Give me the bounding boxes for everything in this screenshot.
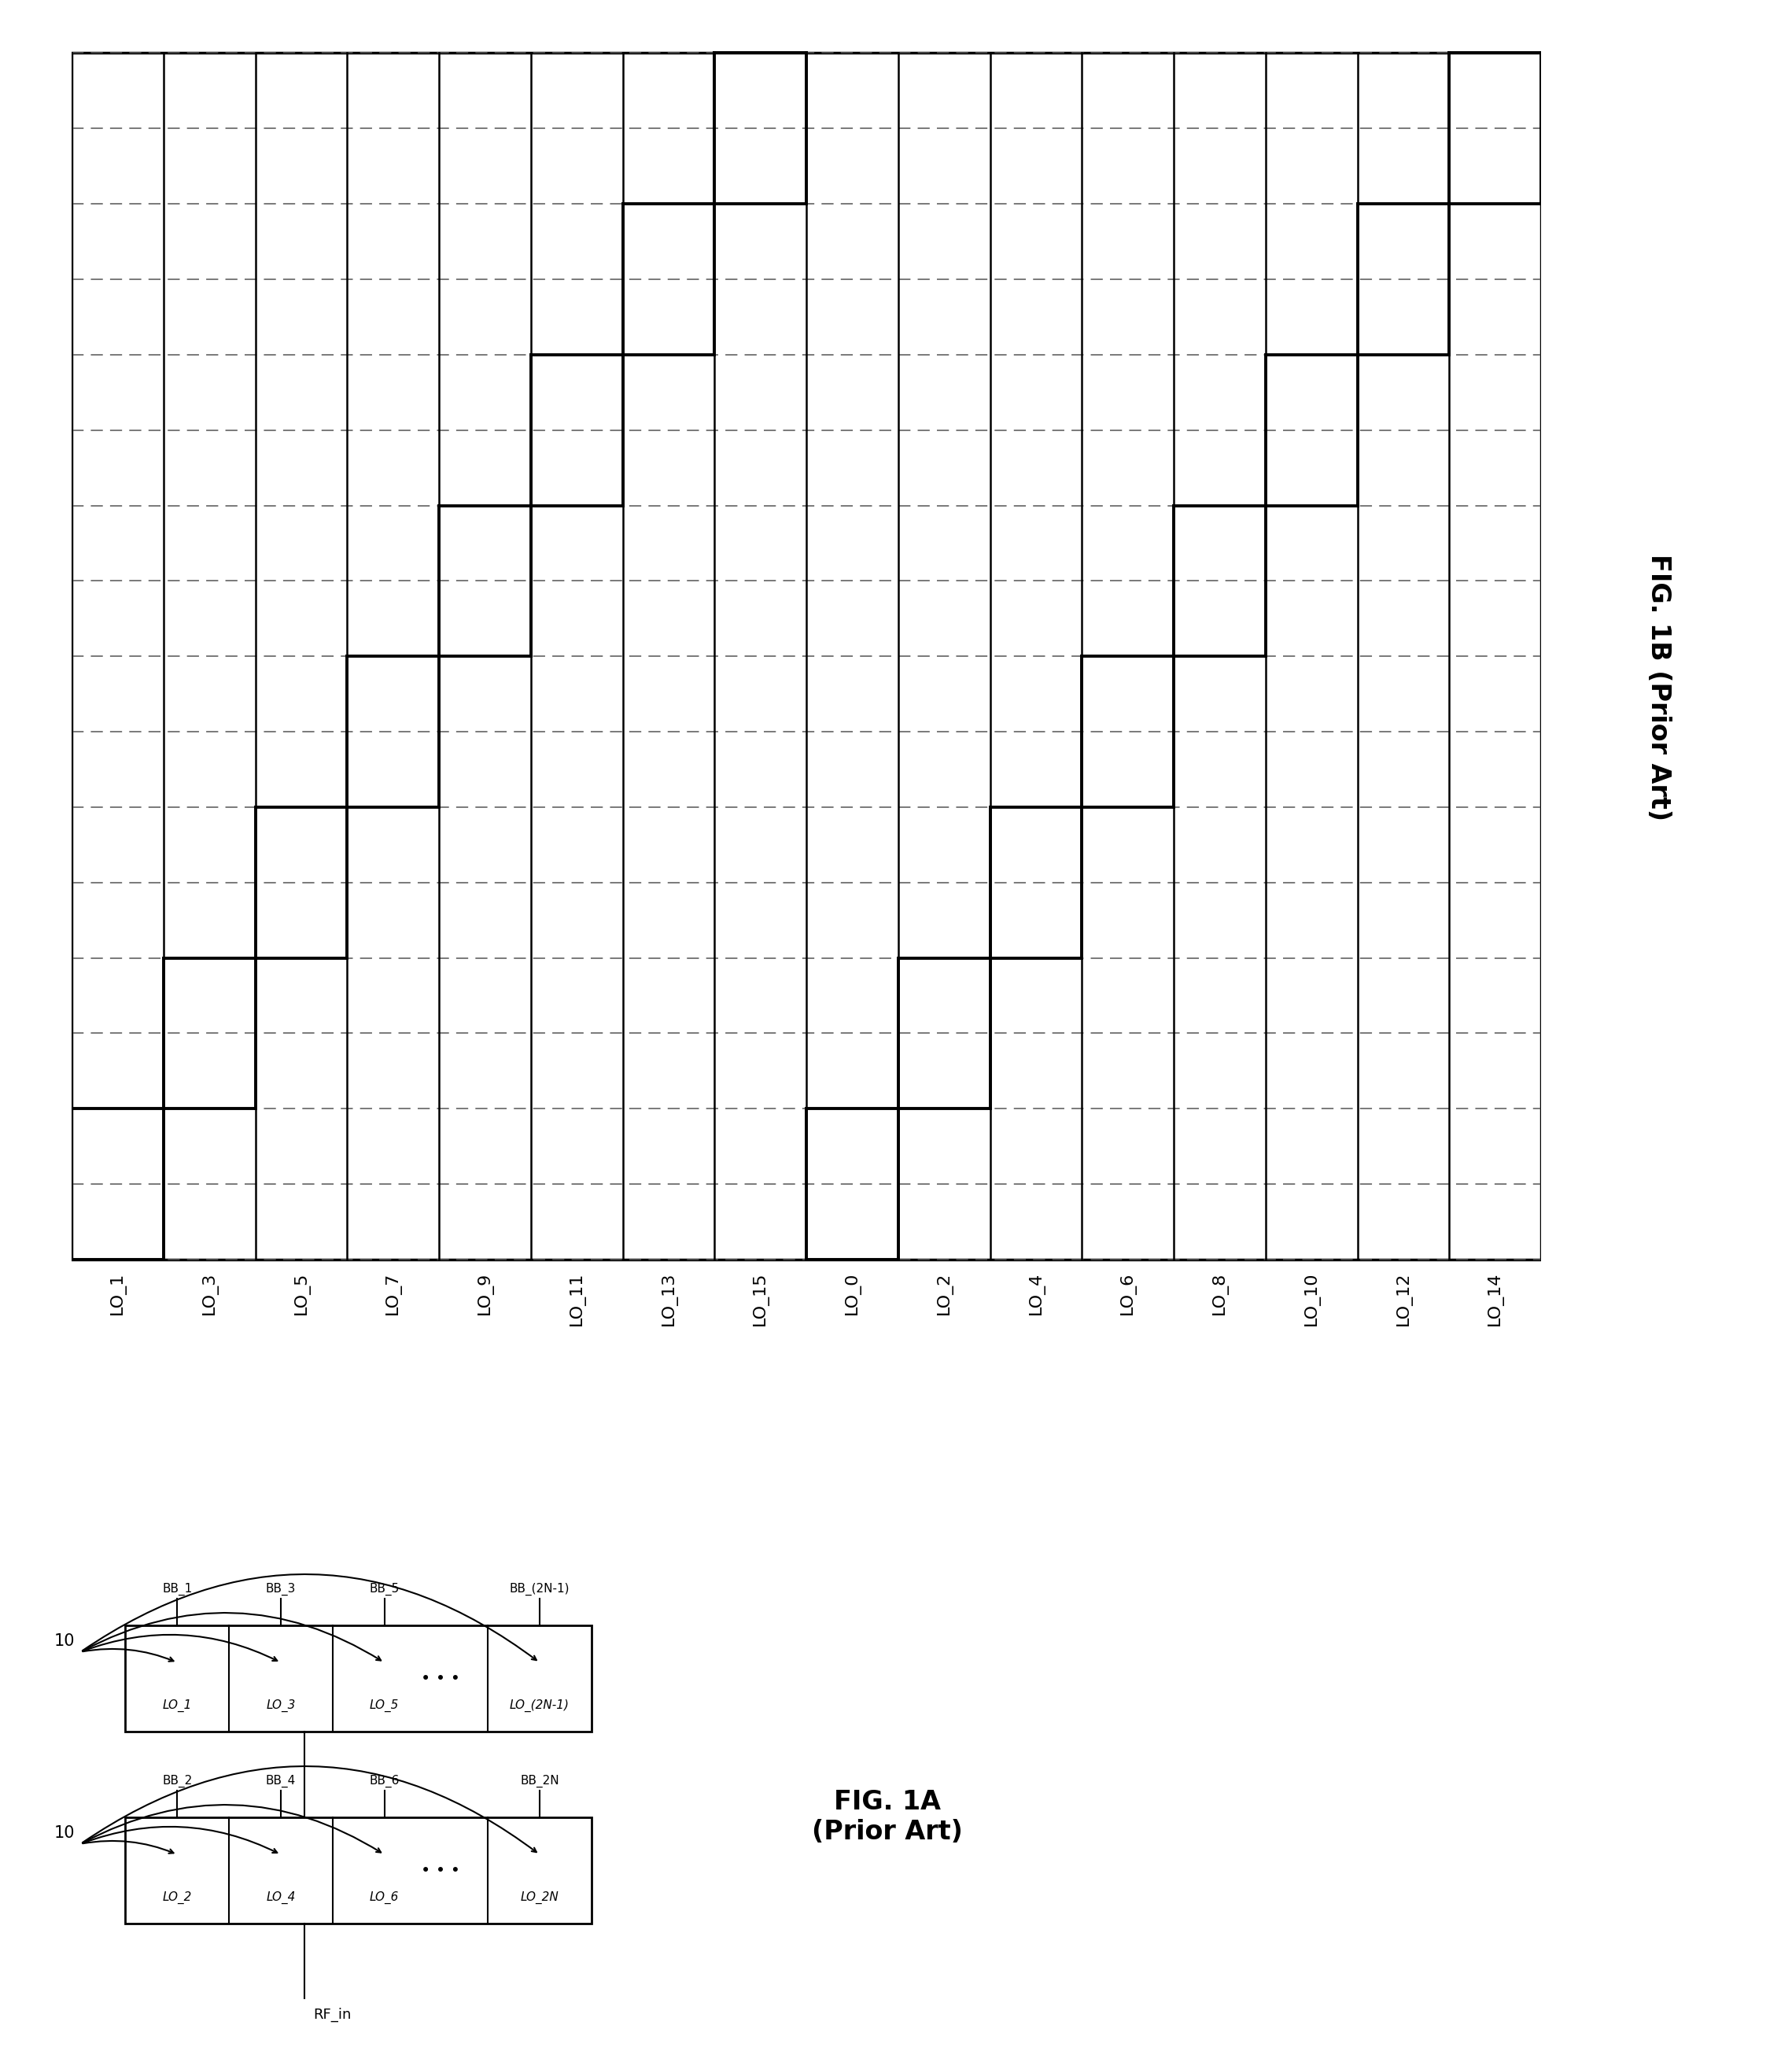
Text: LO_11: LO_11 <box>568 1272 584 1325</box>
Text: FIG. 1A
(Prior Art): FIG. 1A (Prior Art) <box>812 1788 962 1846</box>
Text: LO_2N: LO_2N <box>520 1891 559 1903</box>
Text: LO_3: LO_3 <box>265 1698 296 1713</box>
Text: LO_3: LO_3 <box>201 1272 217 1315</box>
Text: LO_8: LO_8 <box>1211 1272 1228 1315</box>
Text: LO_4: LO_4 <box>265 1891 296 1903</box>
Text: BB_5: BB_5 <box>369 1583 400 1596</box>
Text: BB_1: BB_1 <box>161 1583 192 1596</box>
Text: LO_6: LO_6 <box>1120 1272 1136 1315</box>
Text: • • •: • • • <box>421 1862 461 1879</box>
Text: LO_2: LO_2 <box>935 1272 952 1315</box>
Text: LO_2: LO_2 <box>163 1891 192 1903</box>
Bar <box>125 1817 591 1924</box>
Text: LO_0: LO_0 <box>844 1272 860 1315</box>
Text: BB_3: BB_3 <box>265 1583 296 1596</box>
Text: 10: 10 <box>54 1633 75 1649</box>
Text: LO_13: LO_13 <box>661 1272 677 1325</box>
Text: BB_2N: BB_2N <box>520 1774 559 1786</box>
Text: LO_10: LO_10 <box>1303 1272 1319 1325</box>
Text: 10: 10 <box>54 1825 75 1842</box>
Text: LO_7: LO_7 <box>385 1272 401 1315</box>
Text: • • •: • • • <box>421 1672 461 1686</box>
Text: BB_(2N-1): BB_(2N-1) <box>509 1583 570 1596</box>
Text: LO_5: LO_5 <box>369 1698 400 1713</box>
Text: LO_15: LO_15 <box>753 1272 769 1325</box>
Text: LO_14: LO_14 <box>1487 1272 1503 1325</box>
Text: BB_4: BB_4 <box>265 1774 296 1786</box>
Text: BB_6: BB_6 <box>369 1774 400 1786</box>
Text: RF_in: RF_in <box>314 2008 351 2022</box>
Text: LO_9: LO_9 <box>477 1272 493 1315</box>
Bar <box>125 1624 591 1731</box>
Text: BB_2: BB_2 <box>161 1774 192 1786</box>
Text: LO_4: LO_4 <box>1029 1272 1045 1315</box>
Text: FIG. 1B (Prior Art): FIG. 1B (Prior Art) <box>1645 554 1672 820</box>
Bar <box>72 53 1541 1259</box>
Text: LO_(2N-1): LO_(2N-1) <box>509 1698 570 1713</box>
Text: LO_6: LO_6 <box>369 1891 400 1903</box>
Text: LO_1: LO_1 <box>163 1698 192 1713</box>
Text: LO_5: LO_5 <box>294 1272 310 1315</box>
Text: LO_12: LO_12 <box>1396 1272 1412 1325</box>
Text: LO_1: LO_1 <box>109 1272 125 1315</box>
